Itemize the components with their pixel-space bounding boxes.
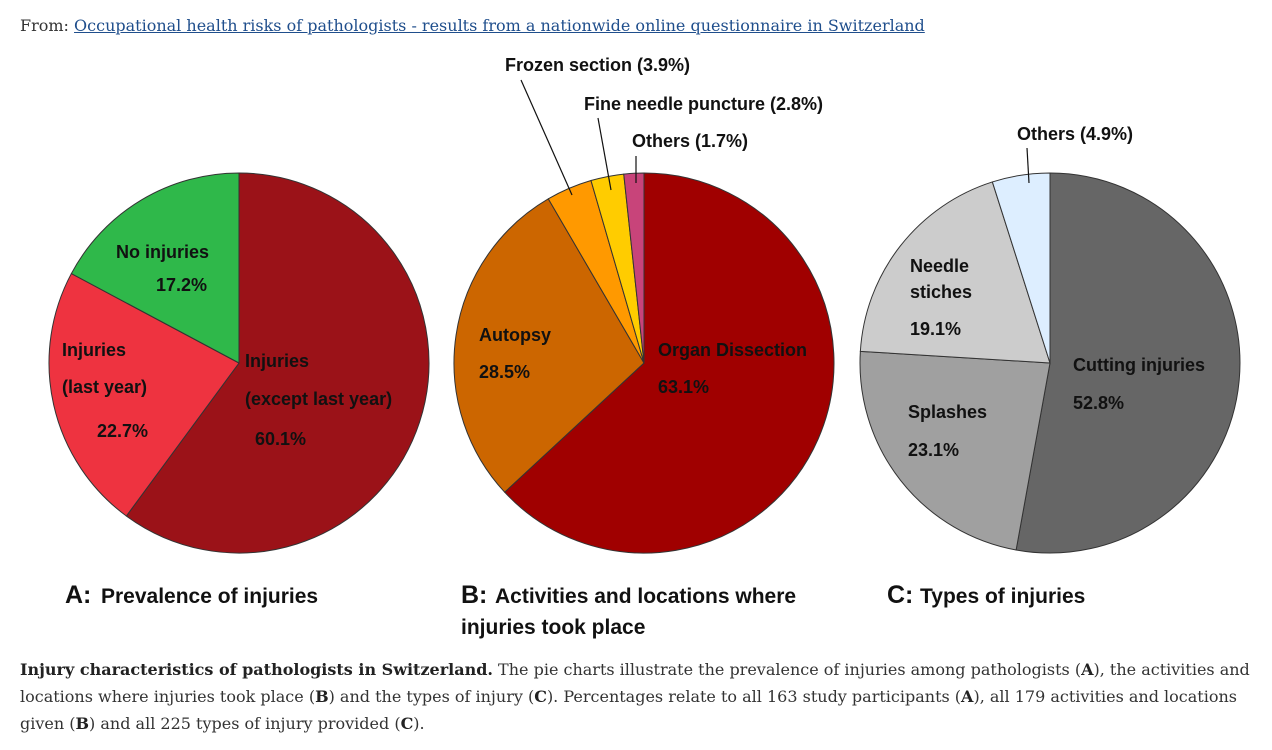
caption-title: Injury characteristics of pathologists i… bbox=[20, 660, 493, 679]
chart-title: Types of injuries bbox=[920, 585, 1085, 608]
pie-chart-c: Cutting injuries 52.8% Splashes 23.1% Needle… bbox=[859, 124, 1241, 609]
caption-ref-c: C bbox=[400, 714, 414, 733]
slice-label: Injuries bbox=[245, 351, 309, 371]
pie-slice bbox=[70, 172, 240, 364]
chart-title: Prevalence of injuries bbox=[101, 585, 318, 608]
figure-caption: Injury characteristics of pathologists i… bbox=[20, 656, 1255, 737]
caption-ref-a: A bbox=[961, 687, 974, 706]
caption-ref-c: C bbox=[534, 687, 547, 706]
slice-label: Others (4.9%) bbox=[1017, 124, 1133, 144]
pie-slice bbox=[503, 172, 835, 554]
leader-line bbox=[520, 79, 573, 196]
slice-label: stiches bbox=[910, 282, 972, 302]
slice-percent: 63.1% bbox=[658, 377, 709, 397]
caption-ref-a: A bbox=[1081, 660, 1094, 679]
chart-title: injuries took place bbox=[461, 616, 645, 639]
caption-ref-b: B bbox=[315, 687, 329, 706]
panel-letter: A: bbox=[65, 581, 91, 609]
slice-label: Organ Dissection bbox=[658, 340, 807, 360]
caption-text: The pie charts illustrate the prevalence… bbox=[492, 660, 1082, 679]
slice-label: Frozen section (3.9%) bbox=[505, 55, 690, 75]
caption-ref-b: B bbox=[75, 714, 90, 733]
chart-title: Activities and locations where bbox=[495, 585, 796, 608]
caption-text: ). Percentages relate to all 163 study p… bbox=[546, 687, 962, 706]
pie-slice bbox=[125, 172, 430, 554]
panel-letter: B: bbox=[461, 581, 487, 609]
pie-slice bbox=[1015, 172, 1241, 554]
from-label: From: bbox=[20, 16, 75, 35]
pie-slice bbox=[991, 172, 1051, 364]
pie-charts-figure: Injuries (except last year) 60.1% Injuries (… bbox=[48, 55, 1241, 639]
slice-percent: 22.7% bbox=[97, 421, 148, 441]
pie-slice bbox=[859, 350, 1051, 551]
leader-line bbox=[1026, 147, 1030, 184]
caption-text: ), the activities and locations where in… bbox=[20, 660, 1250, 706]
slice-label: Others (1.7%) bbox=[632, 131, 748, 151]
slice-label: (last year) bbox=[62, 377, 147, 397]
slice-percent: 23.1% bbox=[908, 440, 959, 460]
caption-text: ). bbox=[413, 714, 425, 733]
slice-label: Cutting injuries bbox=[1073, 355, 1205, 375]
caption-text: ) and the types of injury ( bbox=[328, 687, 535, 706]
slice-label: Splashes bbox=[908, 402, 987, 422]
slice-percent: 52.8% bbox=[1073, 393, 1124, 413]
caption-text: ) and all 225 types of injury provided ( bbox=[89, 714, 401, 733]
slice-percent: 17.2% bbox=[156, 275, 207, 295]
pie-slice bbox=[859, 181, 1051, 364]
slice-percent: 28.5% bbox=[479, 362, 530, 382]
pie-slice bbox=[48, 272, 240, 517]
slice-label: Needle bbox=[910, 256, 969, 276]
slice-percent: 60.1% bbox=[255, 429, 306, 449]
pie-slice bbox=[623, 172, 645, 364]
slice-label: (except last year) bbox=[245, 389, 392, 409]
source-line: From: Occupational health risks of patho… bbox=[20, 16, 925, 35]
pie-chart-a: Injuries (except last year) 60.1% Injuries (… bbox=[48, 172, 430, 609]
slice-label: No injuries bbox=[116, 242, 209, 262]
caption-text: ), all 179 activities and locations give… bbox=[20, 687, 1237, 733]
slice-label: Fine needle puncture (2.8%) bbox=[584, 94, 823, 114]
slice-label: Injuries bbox=[62, 340, 126, 360]
slice-label: Autopsy bbox=[479, 325, 551, 345]
leader-line bbox=[597, 117, 612, 191]
pie-chart-b: Organ Dissection 63.1% Autopsy 28.5% Frozen … bbox=[453, 55, 835, 639]
slice-percent: 19.1% bbox=[910, 319, 961, 339]
article-link[interactable]: Occupational health risks of pathologist… bbox=[74, 16, 925, 35]
panel-letter: C: bbox=[887, 581, 913, 609]
pie-slice bbox=[453, 198, 645, 493]
